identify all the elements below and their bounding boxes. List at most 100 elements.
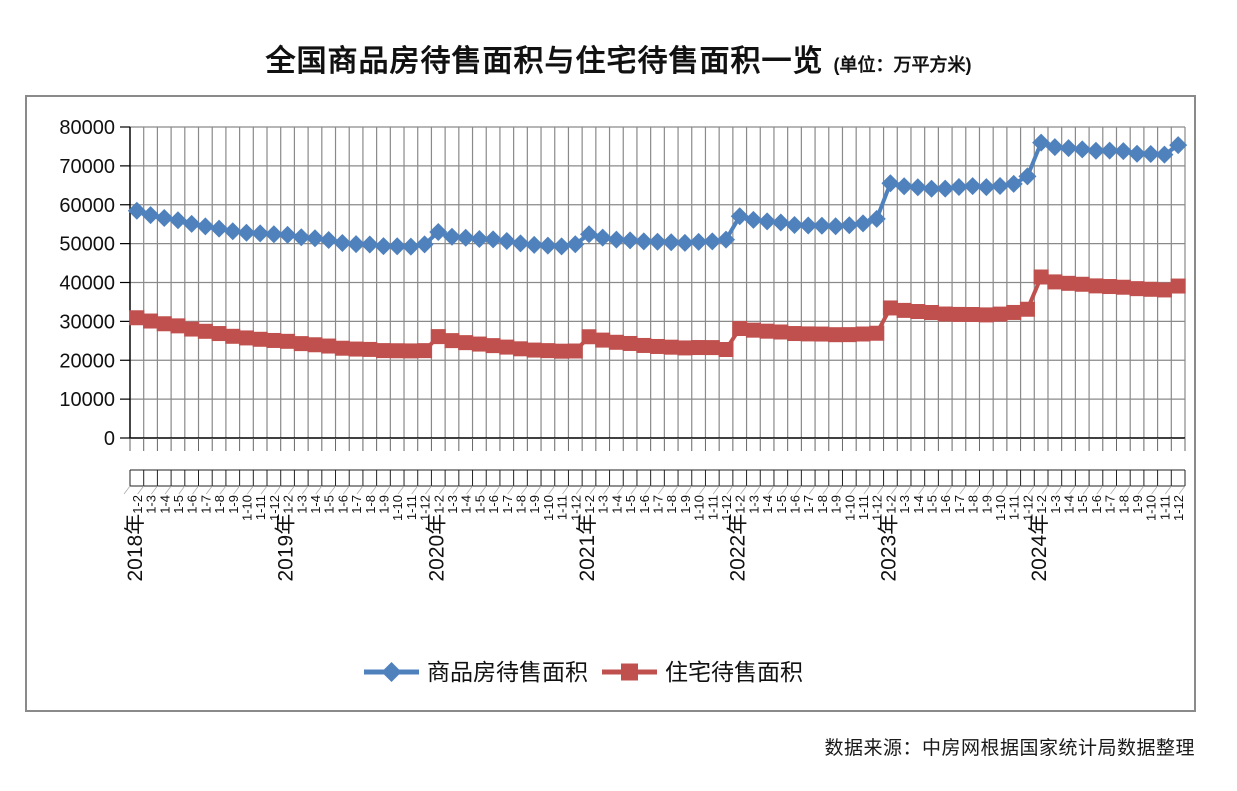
data-point-diamond (579, 225, 598, 244)
data-point-diamond (127, 201, 146, 220)
data-point-square (992, 306, 1008, 322)
x-tick-label: 2022年1-2 (727, 495, 750, 582)
data-point-diamond (675, 233, 694, 252)
x-tick-label: 1-7 (1103, 495, 1118, 514)
data-point-diamond (634, 232, 653, 251)
x-tick-label: 1-5 (774, 495, 789, 514)
data-point-diamond (1018, 167, 1037, 186)
data-point-diamond (319, 231, 338, 250)
x-tick-label: 1-10 (993, 495, 1008, 521)
data-point-diamond (552, 237, 571, 256)
data-point-square (1129, 281, 1145, 297)
data-point-diamond (881, 174, 900, 193)
data-point-square (855, 326, 871, 342)
data-point-diamond (511, 234, 530, 253)
data-point-diamond (991, 176, 1010, 195)
x-tick-label: 1-12 (719, 495, 734, 521)
x-tick-label: 1-8 (212, 495, 227, 514)
series-commercial (127, 133, 1188, 256)
data-point-diamond (292, 228, 311, 247)
data-point-square (622, 335, 638, 351)
data-point-square (965, 307, 981, 323)
data-point-diamond (867, 209, 886, 228)
data-point-square (732, 321, 748, 337)
data-source-note: 数据来源：中房网根据国家统计局数据整理 (824, 738, 1195, 759)
x-tick-label: 1-4 (459, 495, 474, 514)
y-axis-label: 10000 (59, 389, 115, 411)
x-tick-label: 1-10 (239, 495, 254, 521)
x-tick-label: 1-6 (788, 495, 803, 514)
data-point-square (1102, 279, 1118, 295)
chart-title: 全国商品房待售面积与住宅待售面积一览 (单位：万平方米) (0, 36, 1237, 80)
x-tick-label: 2019年1-2 (275, 495, 298, 582)
data-point-diamond (963, 177, 982, 196)
data-point-diamond (155, 209, 174, 228)
data-point-diamond (593, 228, 612, 247)
data-point-square (581, 329, 597, 345)
data-point-diamond (949, 178, 968, 197)
data-point-diamond (648, 232, 667, 251)
data-point-diamond (401, 237, 420, 256)
x-tick-label: 1-6 (1089, 495, 1104, 514)
x-tick-label: 1-6 (335, 495, 350, 514)
x-tick-label: 1-7 (952, 495, 967, 514)
x-tick-label: 1-5 (1075, 495, 1090, 514)
data-point-diamond (1045, 138, 1064, 157)
data-point-square (143, 313, 159, 329)
x-axis-labels: 2018年1-21-31-41-51-61-71-81-91-101-111-1… (124, 495, 1186, 582)
data-point-diamond (771, 213, 790, 232)
data-point-diamond (1073, 140, 1092, 159)
data-point-diamond (484, 230, 503, 249)
x-tick-label: 1-12 (267, 495, 282, 521)
data-point-diamond (497, 231, 516, 250)
x-tick-label: 1-3 (596, 495, 611, 514)
data-point-square (1006, 304, 1022, 320)
data-point-square (403, 343, 419, 359)
data-point-square (554, 343, 570, 359)
data-point-diamond (305, 229, 324, 248)
chart-frame: 0 10000 20000 30000 40000 50000 60000 70000 8000… (25, 95, 1196, 712)
x-tick-label: 1-8 (1116, 495, 1131, 514)
data-point-square (211, 326, 227, 342)
data-point-square (1115, 279, 1131, 295)
data-point-diamond (278, 225, 297, 244)
data-point-square (1019, 301, 1035, 317)
x-axis-band (123, 469, 1186, 495)
data-point-diamond (895, 177, 914, 196)
data-point-square (375, 343, 391, 359)
x-tick-label: 1-10 (541, 495, 556, 521)
data-point-square (526, 342, 542, 358)
data-point-square (951, 306, 967, 322)
x-tick-label: 1-3 (144, 495, 159, 514)
y-axis-label: 20000 (59, 350, 115, 372)
data-point-diamond (840, 216, 859, 235)
x-tick-label: 1-6 (486, 495, 501, 514)
data-point-square (1047, 274, 1063, 290)
data-point-square (828, 327, 844, 343)
data-point-diamond (141, 206, 160, 225)
data-point-diamond (1114, 142, 1133, 161)
y-axis-label: 50000 (59, 234, 115, 256)
data-point-square (293, 336, 309, 352)
x-tick-label: 1-6 (938, 495, 953, 514)
x-tick-label: 1-11 (404, 495, 419, 520)
data-point-square (677, 340, 693, 356)
data-point-square (471, 336, 487, 352)
data-point-diamond (1032, 133, 1051, 152)
data-point-diamond (196, 217, 215, 236)
data-point-square (170, 318, 186, 334)
x-tick-label: 2020年1-2 (425, 495, 448, 582)
data-point-diamond (429, 223, 448, 242)
data-point-diamond (360, 235, 379, 254)
x-tick-label: 1-5 (171, 495, 186, 514)
data-point-diamond (607, 230, 626, 249)
x-tick-label: 1-4 (760, 495, 775, 514)
data-point-diamond (264, 225, 283, 244)
data-point-diamond (1059, 139, 1078, 158)
data-point-square (1156, 282, 1172, 298)
data-point-square (1143, 281, 1159, 297)
x-tick-label: 1-12 (418, 495, 433, 521)
data-point-diamond (168, 211, 187, 230)
x-tick-label: 1-12 (568, 495, 583, 521)
legend-item-residential: 住宅待售面积 (602, 660, 803, 685)
